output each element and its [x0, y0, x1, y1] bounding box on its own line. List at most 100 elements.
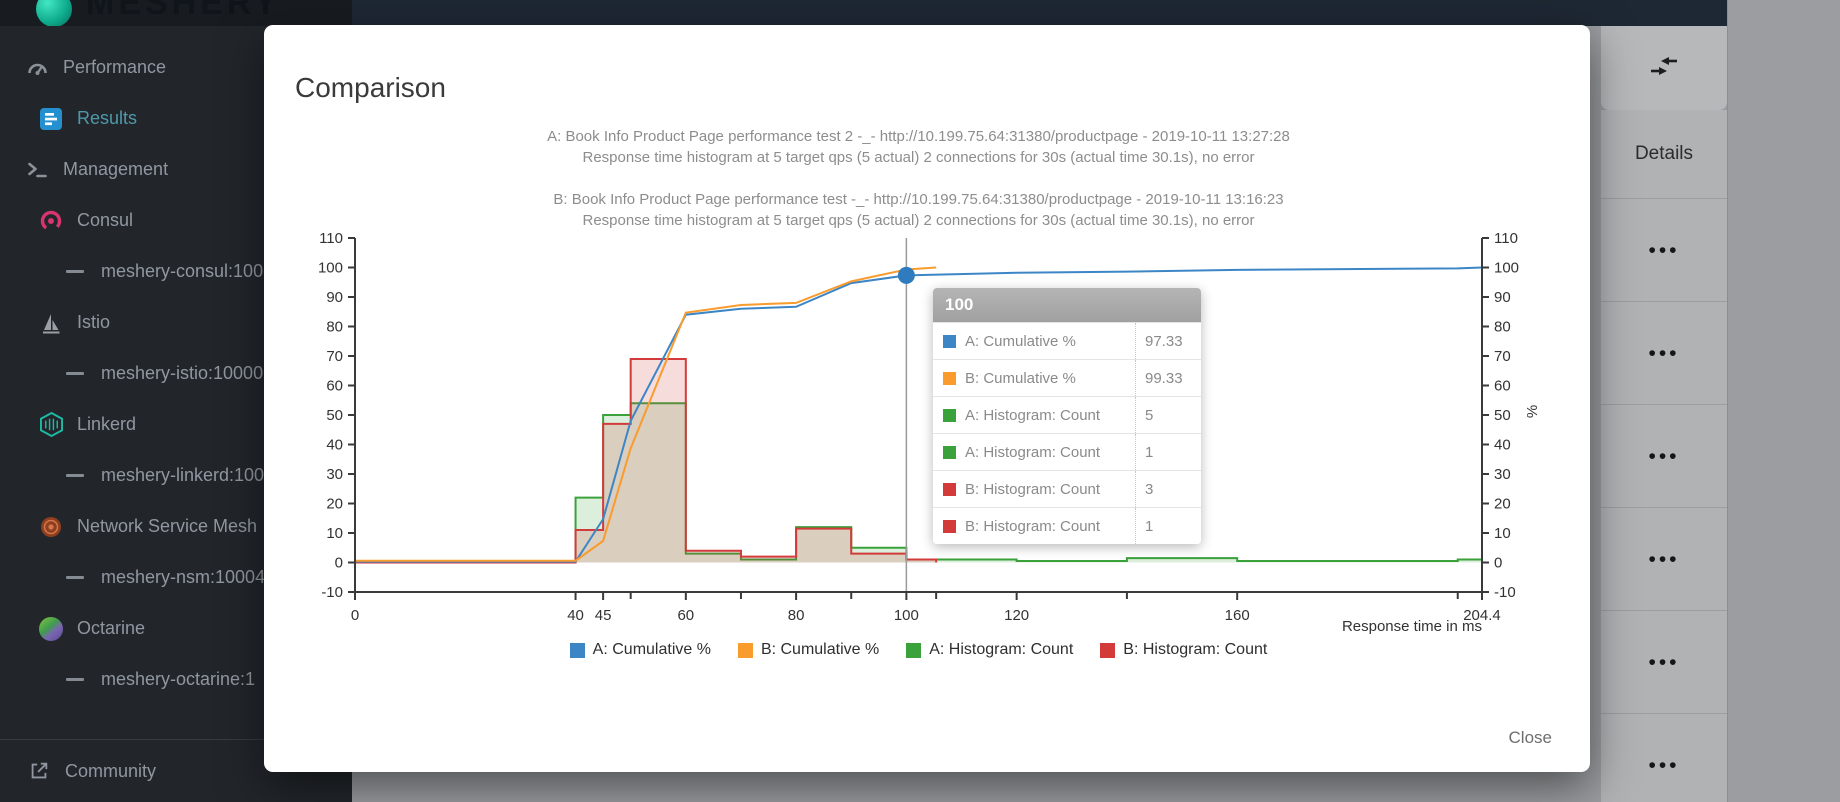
svg-text:100: 100 [318, 260, 343, 277]
svg-text:20: 20 [326, 496, 343, 513]
sidebar-item-meshery-istio-10000[interactable]: meshery-istio:10000 [0, 348, 352, 399]
row-more-actions-button[interactable]: ••• [1642, 342, 1685, 365]
row-more-actions-button[interactable]: ••• [1642, 754, 1685, 777]
row-more-actions-button[interactable]: ••• [1642, 548, 1685, 571]
table-row: ••• [1601, 405, 1727, 508]
sidebar-item-consul[interactable]: Consul [0, 195, 352, 246]
sidebar-item-community[interactable]: Community [0, 739, 352, 802]
tooltip-row: B: Cumulative % 99.33 [933, 359, 1201, 396]
legend-color-swatch [906, 642, 922, 658]
svg-text:0: 0 [351, 607, 359, 624]
svg-text:100: 100 [894, 607, 919, 624]
svg-text:110: 110 [1494, 230, 1518, 247]
tooltip-header: 100 [933, 288, 1201, 322]
svg-text:20: 20 [1494, 496, 1511, 513]
legend-label: B: Histogram: Count [1123, 641, 1268, 658]
sidebar-item-label: meshery-istio:10000 [101, 363, 264, 383]
sidebar-item-label: meshery-nsm:10004 [101, 567, 266, 587]
series-color-swatch [943, 519, 956, 533]
series-color-swatch [943, 482, 956, 496]
y-axis-title: % [1524, 404, 1542, 419]
tooltip-series-label: A: Histogram: Count [965, 406, 1101, 424]
svg-text:-10: -10 [1494, 584, 1516, 601]
chart-title-a-line1: A: Book Info Product Page performance te… [547, 128, 1290, 145]
sidebar-items: Performance Results Management Consul mesher… [0, 26, 352, 705]
chart-title-b-line1: B: Book Info Product Page performance te… [553, 191, 1284, 208]
sidebar-item-label: meshery-octarine:1 [101, 669, 256, 689]
sidebar-item-management[interactable]: Management [0, 144, 352, 195]
legend-label: A: Cumulative % [592, 641, 711, 658]
chart-titles: A: Book Info Product Page performance te… [355, 126, 1482, 252]
svg-text:40: 40 [567, 607, 584, 624]
tooltip-series-value: 5 [1135, 397, 1201, 433]
legend-item-b-cumulative[interactable]: B: Cumulative % [737, 641, 879, 659]
sidebar-item-network-service-mesh[interactable]: Network Service Mesh [0, 501, 352, 552]
row-more-actions-button[interactable]: ••• [1642, 651, 1685, 674]
svg-text:30: 30 [1494, 466, 1511, 483]
svg-text:10: 10 [326, 525, 343, 542]
sidebar-item-performance[interactable]: Performance [0, 42, 352, 93]
tooltip-series-label: B: Histogram: Count [965, 480, 1101, 498]
series-color-swatch [943, 445, 956, 459]
dash-icon [62, 678, 88, 681]
close-button[interactable]: Close [1495, 719, 1566, 757]
svg-text:80: 80 [788, 607, 805, 624]
sidebar-item-istio[interactable]: Istio [0, 297, 352, 348]
sidebar-item-label: Consul [77, 210, 134, 230]
legend-item-b-histogram-count[interactable]: B: Histogram: Count [1100, 641, 1267, 659]
tooltip-series-label: A: Histogram: Count [965, 443, 1101, 461]
svg-text:60: 60 [1494, 378, 1511, 395]
legend-color-swatch [737, 642, 753, 658]
dash-icon [62, 372, 88, 375]
sidebar-item-octarine[interactable]: Octarine [0, 603, 352, 654]
istio-icon [38, 311, 64, 335]
svg-text:45: 45 [595, 607, 612, 624]
merge-columns-button[interactable] [1601, 26, 1727, 110]
sidebar-item-meshery-consul-100[interactable]: meshery-consul:100 [0, 246, 352, 297]
svg-text:40: 40 [326, 437, 343, 454]
sidebar-item-meshery-octarine-1[interactable]: meshery-octarine:1 [0, 654, 352, 705]
series-color-swatch [943, 371, 956, 385]
legend-item-a-cumulative[interactable]: A: Cumulative % [569, 641, 711, 659]
svg-text:60: 60 [677, 607, 694, 624]
sidebar-item-meshery-linkerd-100[interactable]: meshery-linkerd:100 [0, 450, 352, 501]
legend-item-a-histogram-count[interactable]: A: Histogram: Count [906, 641, 1073, 659]
tooltip-rows: A: Cumulative % 97.33 B: Cumulative % 99.33… [933, 322, 1201, 544]
terminal-icon [24, 158, 50, 182]
svg-text:70: 70 [1494, 348, 1511, 365]
comparison-dialog: Comparison A: Book Info Product Page per… [264, 25, 1590, 772]
row-more-actions-button[interactable]: ••• [1642, 239, 1685, 262]
sidebar-item-label: Network Service Mesh [77, 516, 258, 536]
details-rows: ••• ••• ••• ••• ••• ••• [1601, 199, 1727, 802]
svg-text:100: 100 [1494, 260, 1519, 277]
legend-color-swatch [1100, 642, 1116, 658]
results-icon [38, 107, 64, 130]
sidebar-item-label: Performance [63, 57, 167, 77]
sidebar-item-meshery-nsm-10004[interactable]: meshery-nsm:10004 [0, 552, 352, 603]
sidebar-item-label: Management [63, 159, 169, 179]
tooltip-series-value: 1 [1135, 434, 1201, 470]
gauge-icon [24, 56, 50, 80]
chart-legend: A: Cumulative % B: Cumulative % A: Histogr… [355, 641, 1482, 659]
sidebar-item-label: Linkerd [77, 414, 137, 434]
svg-text:30: 30 [326, 466, 343, 483]
details-column-header: Details [1601, 110, 1727, 199]
svg-text:80: 80 [326, 319, 343, 336]
meshery-logo-icon [36, 0, 72, 26]
tooltip-row: B: Histogram: Count 3 [933, 470, 1201, 507]
compress-arrows-icon [1648, 53, 1680, 84]
sidebar-item-linkerd[interactable]: Linkerd [0, 399, 352, 450]
svg-text:110: 110 [319, 230, 343, 247]
sidebar-item-label: Results [77, 108, 138, 128]
row-more-actions-button[interactable]: ••• [1642, 445, 1685, 468]
svg-text:80: 80 [1494, 319, 1511, 336]
tooltip-series-value: 3 [1135, 471, 1201, 507]
legend-color-swatch [569, 642, 585, 658]
table-row: ••• [1601, 508, 1727, 611]
sidebar-item-results[interactable]: Results [0, 93, 352, 144]
table-row: ••• [1601, 611, 1727, 714]
linkerd-icon [38, 412, 64, 437]
chart-title-a-line2: Response time histogram at 5 target qps … [582, 149, 1255, 166]
svg-text:60: 60 [326, 378, 343, 395]
sidebar-item-label: Istio [77, 312, 111, 332]
